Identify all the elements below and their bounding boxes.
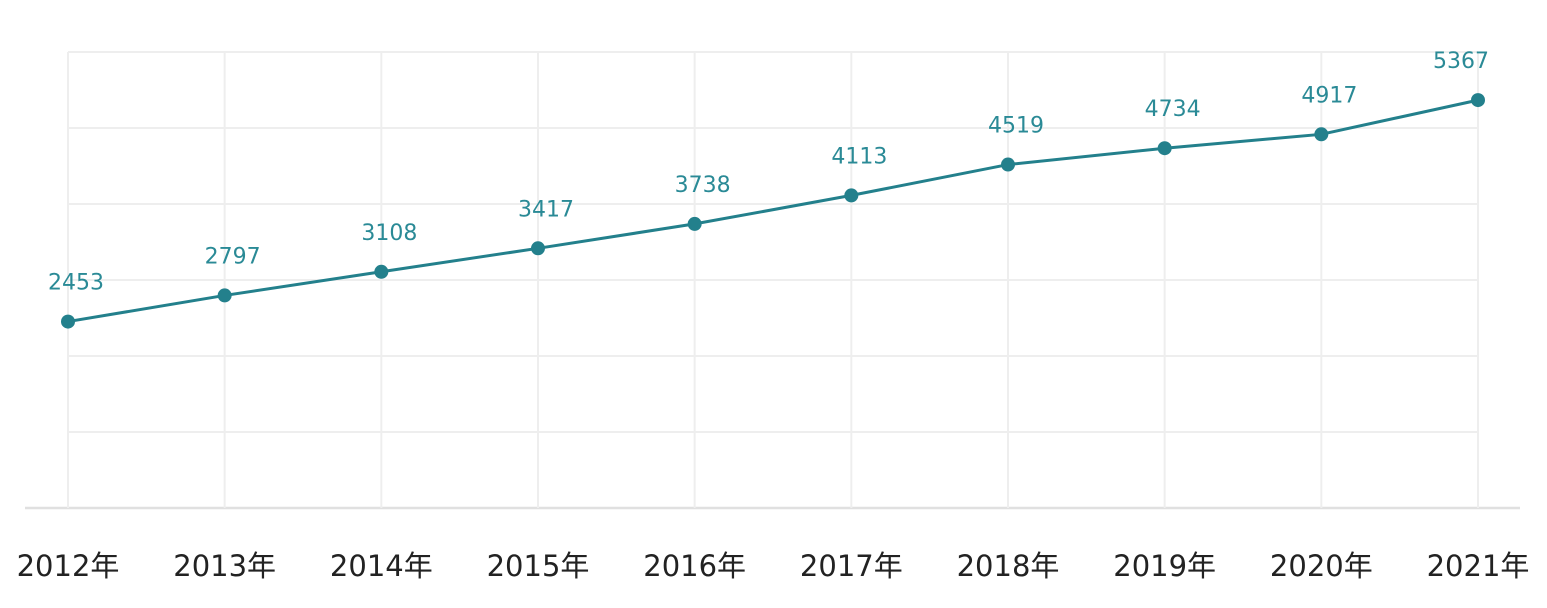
point xyxy=(1471,93,1485,108)
x-tick-label: 2015年 xyxy=(487,549,590,583)
value-label: 2797 xyxy=(205,244,261,269)
value-label: 3108 xyxy=(361,221,417,246)
value-label: 3417 xyxy=(518,197,574,222)
point xyxy=(844,188,859,203)
point xyxy=(61,314,75,329)
value-label: 5367 xyxy=(1433,49,1489,74)
point xyxy=(1157,141,1172,156)
value-label: 2453 xyxy=(48,271,104,296)
value-label: 4113 xyxy=(831,144,887,169)
x-tick-label: 2014年 xyxy=(330,549,433,583)
value-label: 4917 xyxy=(1301,83,1357,108)
x-tick-label: 2013年 xyxy=(173,549,276,583)
x-tick-label: 2016年 xyxy=(643,549,746,583)
point xyxy=(217,288,232,303)
x-tick-label: 2018年 xyxy=(957,549,1060,583)
value-label: 3738 xyxy=(675,173,731,198)
value-label: 4734 xyxy=(1145,97,1201,122)
point xyxy=(374,264,389,279)
x-tick-label: 2012年 xyxy=(17,549,120,583)
x-tick-label: 2020年 xyxy=(1270,549,1373,583)
point xyxy=(687,216,702,231)
x-tick-label: 2019年 xyxy=(1113,549,1216,583)
point xyxy=(1314,127,1329,142)
value-label: 4519 xyxy=(988,114,1044,139)
x-tick-label: 2017年 xyxy=(800,549,903,583)
line xyxy=(67,98,1479,324)
point xyxy=(1001,157,1015,172)
x-tick-label: 2021年 xyxy=(1427,549,1530,583)
point xyxy=(531,241,545,256)
